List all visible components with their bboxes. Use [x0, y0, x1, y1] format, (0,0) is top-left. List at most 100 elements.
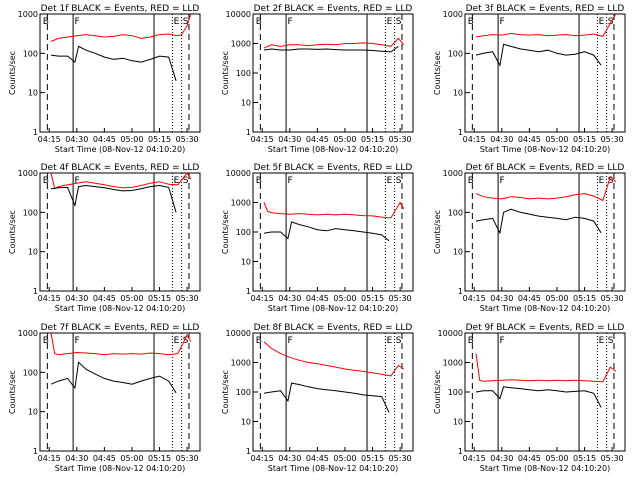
events-series-line	[50, 184, 177, 213]
x-tick-label: 04:45	[93, 294, 116, 303]
panel-det-8: Det 8f BLACK = Events, RED = LLD B F E S 1 10 1…	[221, 323, 414, 473]
y-tick-label: 10	[241, 418, 251, 427]
marker-label: E	[599, 17, 605, 27]
marker-label: E	[387, 17, 393, 27]
y-tick-label: 1	[33, 447, 38, 456]
y-tick-label: 100	[236, 69, 251, 78]
x-tick-label: 05:15	[148, 454, 171, 463]
x-tick-label: 04:45	[306, 454, 329, 463]
lld-series-line	[50, 13, 192, 42]
marker-label: B	[468, 17, 474, 27]
panel-det-1: Det 1f BLACK = Events, RED = LLD B F E S 1 10 1…	[8, 4, 201, 154]
x-tick-label: 05:00	[120, 454, 143, 463]
y-tick-label: 10000	[226, 169, 251, 178]
y-axis-label: Counts/sec	[221, 370, 230, 414]
x-axis-label: Start Time (08-Nov-12 04:10:20)	[268, 464, 398, 473]
y-tick-label: 1000	[18, 169, 38, 178]
y-tick-label: 100	[448, 49, 463, 58]
x-tick-label: 05:30	[601, 454, 624, 463]
y-tick-label: 1	[458, 447, 463, 456]
marker-label: B	[468, 176, 474, 186]
marker-label: S	[183, 176, 189, 186]
y-tick-label: 10	[241, 99, 251, 108]
x-tick-label: 05:30	[176, 454, 199, 463]
y-tick-label: 1	[33, 287, 38, 296]
marker-label: S	[183, 336, 189, 346]
y-axis-label: Counts/sec	[8, 370, 17, 414]
x-tick-label: 04:45	[93, 135, 116, 144]
x-axis-label: Start Time (08-Nov-12 04:10:20)	[480, 145, 610, 154]
x-axis-label: Start Time (08-Nov-12 04:10:20)	[55, 304, 185, 313]
y-tick-label: 10	[241, 258, 251, 267]
x-tick-label: 05:00	[120, 135, 143, 144]
y-tick-label: 1000	[443, 169, 463, 178]
events-series-line	[475, 43, 602, 67]
events-series-line	[50, 361, 177, 394]
marker-label: B	[256, 176, 262, 186]
marker-label: E	[387, 176, 393, 186]
x-tick-label: 05:15	[573, 454, 596, 463]
panel-title: Det 6f BLACK = Events, RED = LLD	[466, 163, 625, 173]
x-tick-label: 05:15	[361, 454, 384, 463]
x-axis-label: Start Time (08-Nov-12 04:10:20)	[268, 145, 398, 154]
x-tick-label: 05:15	[148, 294, 171, 303]
panel-det-7: Det 7f BLACK = Events, RED = LLD B F E S 1 10 1…	[8, 323, 201, 473]
x-tick-label: 04:15	[38, 454, 61, 463]
x-tick-label: 04:15	[463, 294, 486, 303]
y-axis-label: Counts/sec	[8, 210, 17, 254]
marker-label: B	[256, 336, 262, 346]
marker-label: S	[183, 17, 189, 27]
x-tick-label: 05:00	[333, 294, 356, 303]
panel-det-6: Det 6f BLACK = Events, RED = LLD B F E S 1 10 1…	[433, 163, 626, 313]
marker-label: S	[608, 336, 614, 346]
x-tick-label: 04:30	[278, 454, 301, 463]
lld-series-line	[475, 353, 617, 383]
y-tick-label: 1000	[231, 40, 251, 49]
y-axis-label: Counts/sec	[433, 370, 442, 414]
y-axis-label: Counts/sec	[433, 210, 442, 254]
marker-label: F	[75, 17, 80, 27]
events-series-line	[475, 386, 602, 408]
marker-label: B	[468, 336, 474, 346]
x-tick-label: 05:30	[389, 135, 412, 144]
events-series-line	[263, 45, 399, 53]
y-tick-label: 1000	[231, 199, 251, 208]
x-tick-label: 04:30	[278, 294, 301, 303]
lld-series-line	[263, 37, 405, 49]
x-tick-label: 05:15	[361, 135, 384, 144]
x-tick-label: 05:00	[545, 294, 568, 303]
lld-series-line	[475, 13, 617, 38]
marker-label: B	[43, 336, 49, 346]
marker-label: S	[396, 17, 402, 27]
marker-label: F	[500, 17, 505, 27]
marker-label: B	[43, 17, 49, 27]
y-tick-label: 10	[28, 89, 38, 98]
y-tick-label: 1000	[18, 10, 38, 19]
y-tick-label: 10000	[226, 10, 251, 19]
x-tick-label: 04:30	[490, 294, 513, 303]
panel-title: Det 8f BLACK = Events, RED = LLD	[254, 323, 413, 333]
y-tick-label: 1	[33, 128, 38, 137]
panel-title: Det 4f BLACK = Events, RED = LLD	[41, 163, 200, 173]
x-tick-label: 04:45	[93, 454, 116, 463]
x-tick-label: 04:15	[251, 454, 274, 463]
x-tick-label: 04:30	[490, 135, 513, 144]
panel-det-4: Det 4f BLACK = Events, RED = LLD B F E S 1 10 1…	[8, 163, 201, 313]
x-tick-label: 05:15	[573, 294, 596, 303]
y-tick-label: 100	[23, 368, 38, 377]
y-tick-label: 1000	[231, 359, 251, 368]
y-tick-label: 100	[448, 388, 463, 397]
x-axis-label: Start Time (08-Nov-12 04:10:20)	[480, 464, 610, 473]
x-tick-label: 05:00	[333, 135, 356, 144]
x-tick-label: 05:30	[176, 294, 199, 303]
panel-title: Det 2f BLACK = Events, RED = LLD	[254, 4, 413, 14]
y-tick-label: 100	[448, 208, 463, 217]
plot-frame	[39, 13, 201, 133]
x-tick-label: 05:00	[120, 294, 143, 303]
y-tick-label: 10	[28, 408, 38, 417]
x-tick-label: 04:30	[65, 294, 88, 303]
marker-label: E	[174, 176, 180, 186]
plot-frame	[464, 332, 626, 452]
marker-label: F	[75, 336, 80, 346]
